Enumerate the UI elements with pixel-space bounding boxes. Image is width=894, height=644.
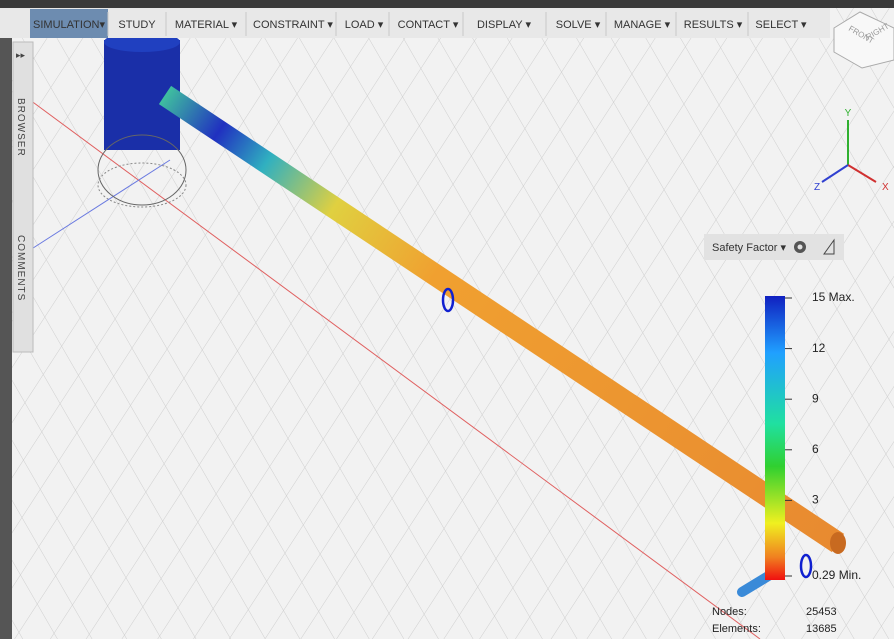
legend-label: 3 <box>812 493 819 507</box>
comments-tab[interactable]: COMMENTS <box>15 235 26 301</box>
elements-label: Elements: <box>712 623 761 635</box>
left-edge <box>0 38 12 639</box>
settings-icon[interactable] <box>797 244 803 250</box>
toolbar <box>0 8 830 38</box>
expand-icon[interactable]: ▸▸ <box>16 50 26 60</box>
toolbar-active <box>30 9 108 38</box>
nodes-label: Nodes: <box>712 606 747 618</box>
legend-header <box>704 234 844 260</box>
legend-label: 0.29 Min. <box>812 568 861 582</box>
toolbar-button[interactable]: CONTACT ▾ <box>398 19 459 31</box>
constraint-marker <box>441 287 455 313</box>
toolbar-button[interactable]: STUDY <box>118 19 156 31</box>
triad-x <box>847 164 877 183</box>
legend-label: 6 <box>812 442 819 456</box>
axis-label: Z <box>814 182 820 193</box>
toolbar-button[interactable]: DISPLAY ▾ <box>477 19 532 31</box>
wireframe <box>97 134 187 206</box>
rod-end <box>830 532 846 554</box>
toolbar-button[interactable]: LOAD ▾ <box>345 19 384 31</box>
probe-icon[interactable] <box>823 238 835 255</box>
toolbar-button[interactable]: SOLVE ▾ <box>556 19 601 31</box>
toolbar-button[interactable]: MATERIAL ▾ <box>175 19 238 31</box>
legend-label: 9 <box>812 391 819 405</box>
legend-label: 12 <box>812 341 826 355</box>
side-panel <box>12 41 34 353</box>
rod <box>158 85 845 553</box>
toolbar-button[interactable]: MANAGE ▾ <box>614 19 671 31</box>
elements-value: 13685 <box>806 623 837 635</box>
toolbar-button[interactable]: CONSTRAINT ▾ <box>253 19 333 31</box>
toolbar-button[interactable]: SELECT ▾ <box>755 19 807 31</box>
triad-z <box>821 164 849 183</box>
toolbar-button[interactable]: RESULTS ▾ <box>684 19 743 31</box>
title-strip <box>0 0 894 8</box>
toolbar-button[interactable]: SIMULATION▾ <box>33 19 105 31</box>
view-cube[interactable] <box>833 11 894 69</box>
axis-label: X <box>882 182 889 193</box>
color-scale <box>765 296 785 580</box>
nodes-value: 25453 <box>806 606 837 618</box>
x-axis-line <box>29 99 761 640</box>
legend-title[interactable]: Safety Factor ▾ <box>712 242 786 254</box>
axis-label: Y <box>845 108 852 119</box>
z-axis-line <box>29 159 171 251</box>
legend-label: 15 Max. <box>812 290 855 304</box>
constraint-marker <box>799 553 813 579</box>
wireframe <box>97 162 187 208</box>
browser-tab[interactable]: BROWSER <box>15 98 26 157</box>
